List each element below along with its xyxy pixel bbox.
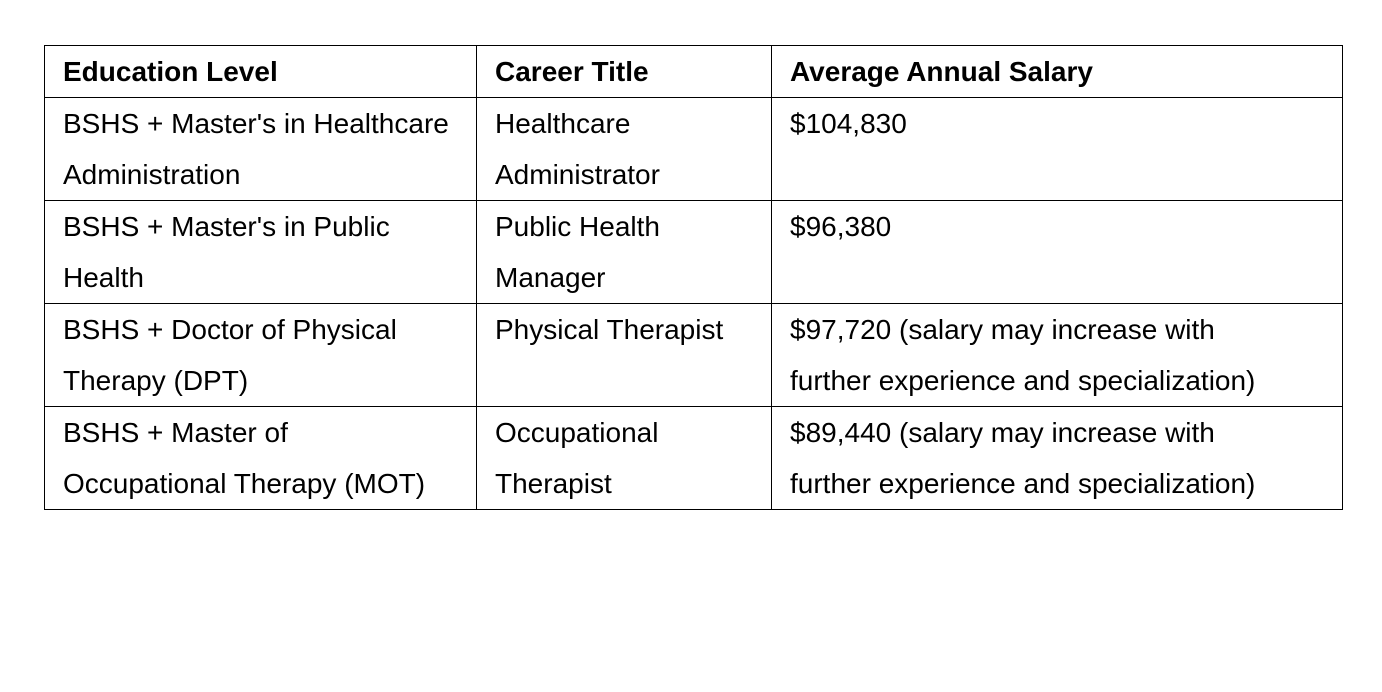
table-row: BSHS + Doctor of Physical Therapy (DPT) P… bbox=[44, 303, 1343, 407]
salary-table: Education Level Career Title Average Annua… bbox=[44, 45, 1343, 510]
table-row: BSHS + Master's in Healthcare Administra… bbox=[44, 97, 1343, 201]
header-cell: Education Level bbox=[44, 45, 477, 98]
table-cell: $104,830 bbox=[771, 97, 1343, 201]
table-cell: Physical Therapist bbox=[476, 303, 772, 407]
table-cell: BSHS + Master of Occupational Therapy (M… bbox=[44, 406, 477, 510]
table-cell: BSHS + Master's in Public Health bbox=[44, 200, 477, 304]
table-row: BSHS + Master's in Public Health Public H… bbox=[44, 200, 1343, 304]
table-cell: BSHS + Master's in Healthcare Administra… bbox=[44, 97, 477, 201]
header-row: Education Level Career Title Average Annua… bbox=[44, 45, 1343, 98]
table-cell: Occupational Therapist bbox=[476, 406, 772, 510]
header-cell: Average Annual Salary bbox=[771, 45, 1343, 98]
table-body: BSHS + Master's in Healthcare Administra… bbox=[44, 97, 1343, 510]
table-cell: $89,440 (salary may increase with furthe… bbox=[771, 406, 1343, 510]
table-cell: Healthcare Administrator bbox=[476, 97, 772, 201]
table-cell: BSHS + Doctor of Physical Therapy (DPT) bbox=[44, 303, 477, 407]
table-cell: $97,720 (salary may increase with furthe… bbox=[771, 303, 1343, 407]
table-row: BSHS + Master of Occupational Therapy (M… bbox=[44, 406, 1343, 510]
header-cell: Career Title bbox=[476, 45, 772, 98]
table-cell: Public Health Manager bbox=[476, 200, 772, 304]
table-cell: $96,380 bbox=[771, 200, 1343, 304]
